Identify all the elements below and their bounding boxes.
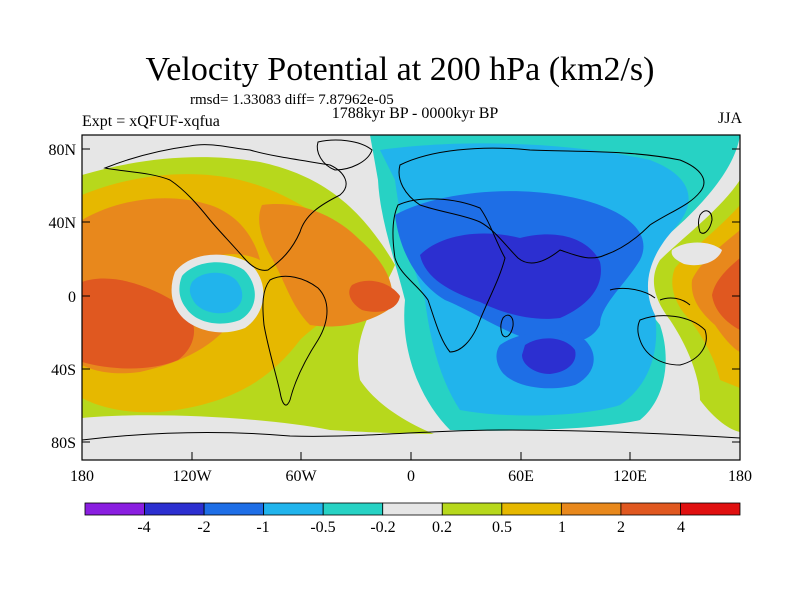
colorbar-box — [560, 502, 622, 516]
coast-africa — [392, 198, 506, 353]
stats-label: rmsd= 1.33083 diff= 7.87962e-05 — [190, 92, 394, 108]
coast-madagascar — [500, 314, 514, 338]
colorbar: -4 -2 -1 -0.5 -0.2 0.2 0.5 1 2 4 — [84, 502, 741, 536]
coastlines — [82, 139, 740, 441]
colorbar-box — [84, 502, 145, 516]
colorbar-box — [382, 502, 443, 516]
positive-contour-right-2 — [712, 258, 740, 330]
lat-labels: 80N 40N 0 40S 80S — [48, 142, 76, 452]
colorbar-box — [441, 502, 503, 516]
experiment-label: Expt = xQFUF-xqfua — [82, 113, 220, 130]
tick-marks — [81, 148, 741, 460]
lat-label-40s: 40S — [51, 362, 76, 379]
lat-label-40n: 40N — [48, 215, 76, 232]
colorbar-label-2: -2 — [197, 519, 210, 536]
colorbar-label-5: -0.2 — [370, 519, 395, 536]
lat-label-80s: 80S — [51, 435, 76, 452]
colorbar-label-8: 1 — [558, 519, 566, 536]
colorbar-label-10: 4 — [677, 519, 685, 536]
lon-label-180e: 180 — [728, 468, 752, 485]
coast-antarctica — [82, 429, 740, 441]
colorbar-box — [203, 502, 265, 516]
map-title: Velocity Potential at 200 hPa (km2/s) — [145, 51, 655, 88]
colorbar-box — [501, 502, 562, 516]
coast-japan — [698, 210, 713, 234]
colorbar-label-6: 0.2 — [432, 519, 452, 536]
colorbar-label-9: 2 — [617, 519, 625, 536]
coast-greenland — [316, 139, 373, 171]
period-label: 1788kyr BP - 0000kyr BP — [331, 105, 499, 122]
lon-labels: 180 120W 60W 0 60E 120E 180 — [70, 468, 752, 485]
colorbar-label-1: -4 — [137, 519, 150, 536]
lat-label-0: 0 — [68, 289, 76, 306]
negative-contour-2 — [420, 233, 601, 319]
colorbar-boxes — [84, 502, 741, 516]
coast-eurasia — [398, 147, 705, 264]
lat-label-80n: 80N — [48, 142, 76, 159]
colorbar-label-4: -0.5 — [310, 519, 335, 536]
lon-label-60e: 60E — [508, 468, 534, 485]
positive-contour-2 — [82, 278, 195, 369]
positive-contour-2b — [349, 280, 400, 312]
coast-south-america — [262, 275, 328, 406]
negative-contour-2c — [522, 338, 576, 374]
contour-field — [82, 135, 740, 460]
colorbar-box — [144, 502, 205, 516]
coast-north-america — [103, 144, 347, 271]
lon-label-180w: 180 — [70, 468, 94, 485]
season-label: JJA — [717, 110, 742, 127]
colorbar-box — [620, 502, 681, 516]
colorbar-labels: -4 -2 -1 -0.5 -0.2 0.2 0.5 1 2 4 — [137, 519, 685, 536]
coast-australia — [637, 315, 707, 366]
colorbar-box — [322, 502, 384, 516]
colorbar-box — [680, 502, 741, 516]
neutral-pocket-right — [671, 242, 722, 266]
coast-indonesia — [609, 287, 691, 306]
lon-label-120e: 120E — [613, 468, 647, 485]
southern-neutral-band — [82, 415, 740, 460]
negative-pocket-1 — [189, 272, 243, 314]
lon-label-120w: 120W — [172, 468, 212, 485]
colorbar-box — [263, 502, 324, 516]
lon-label-0: 0 — [407, 468, 415, 485]
colorbar-label-7: 0.5 — [492, 519, 512, 536]
colorbar-label-3: -1 — [256, 519, 269, 536]
lon-label-60w: 60W — [285, 468, 317, 485]
